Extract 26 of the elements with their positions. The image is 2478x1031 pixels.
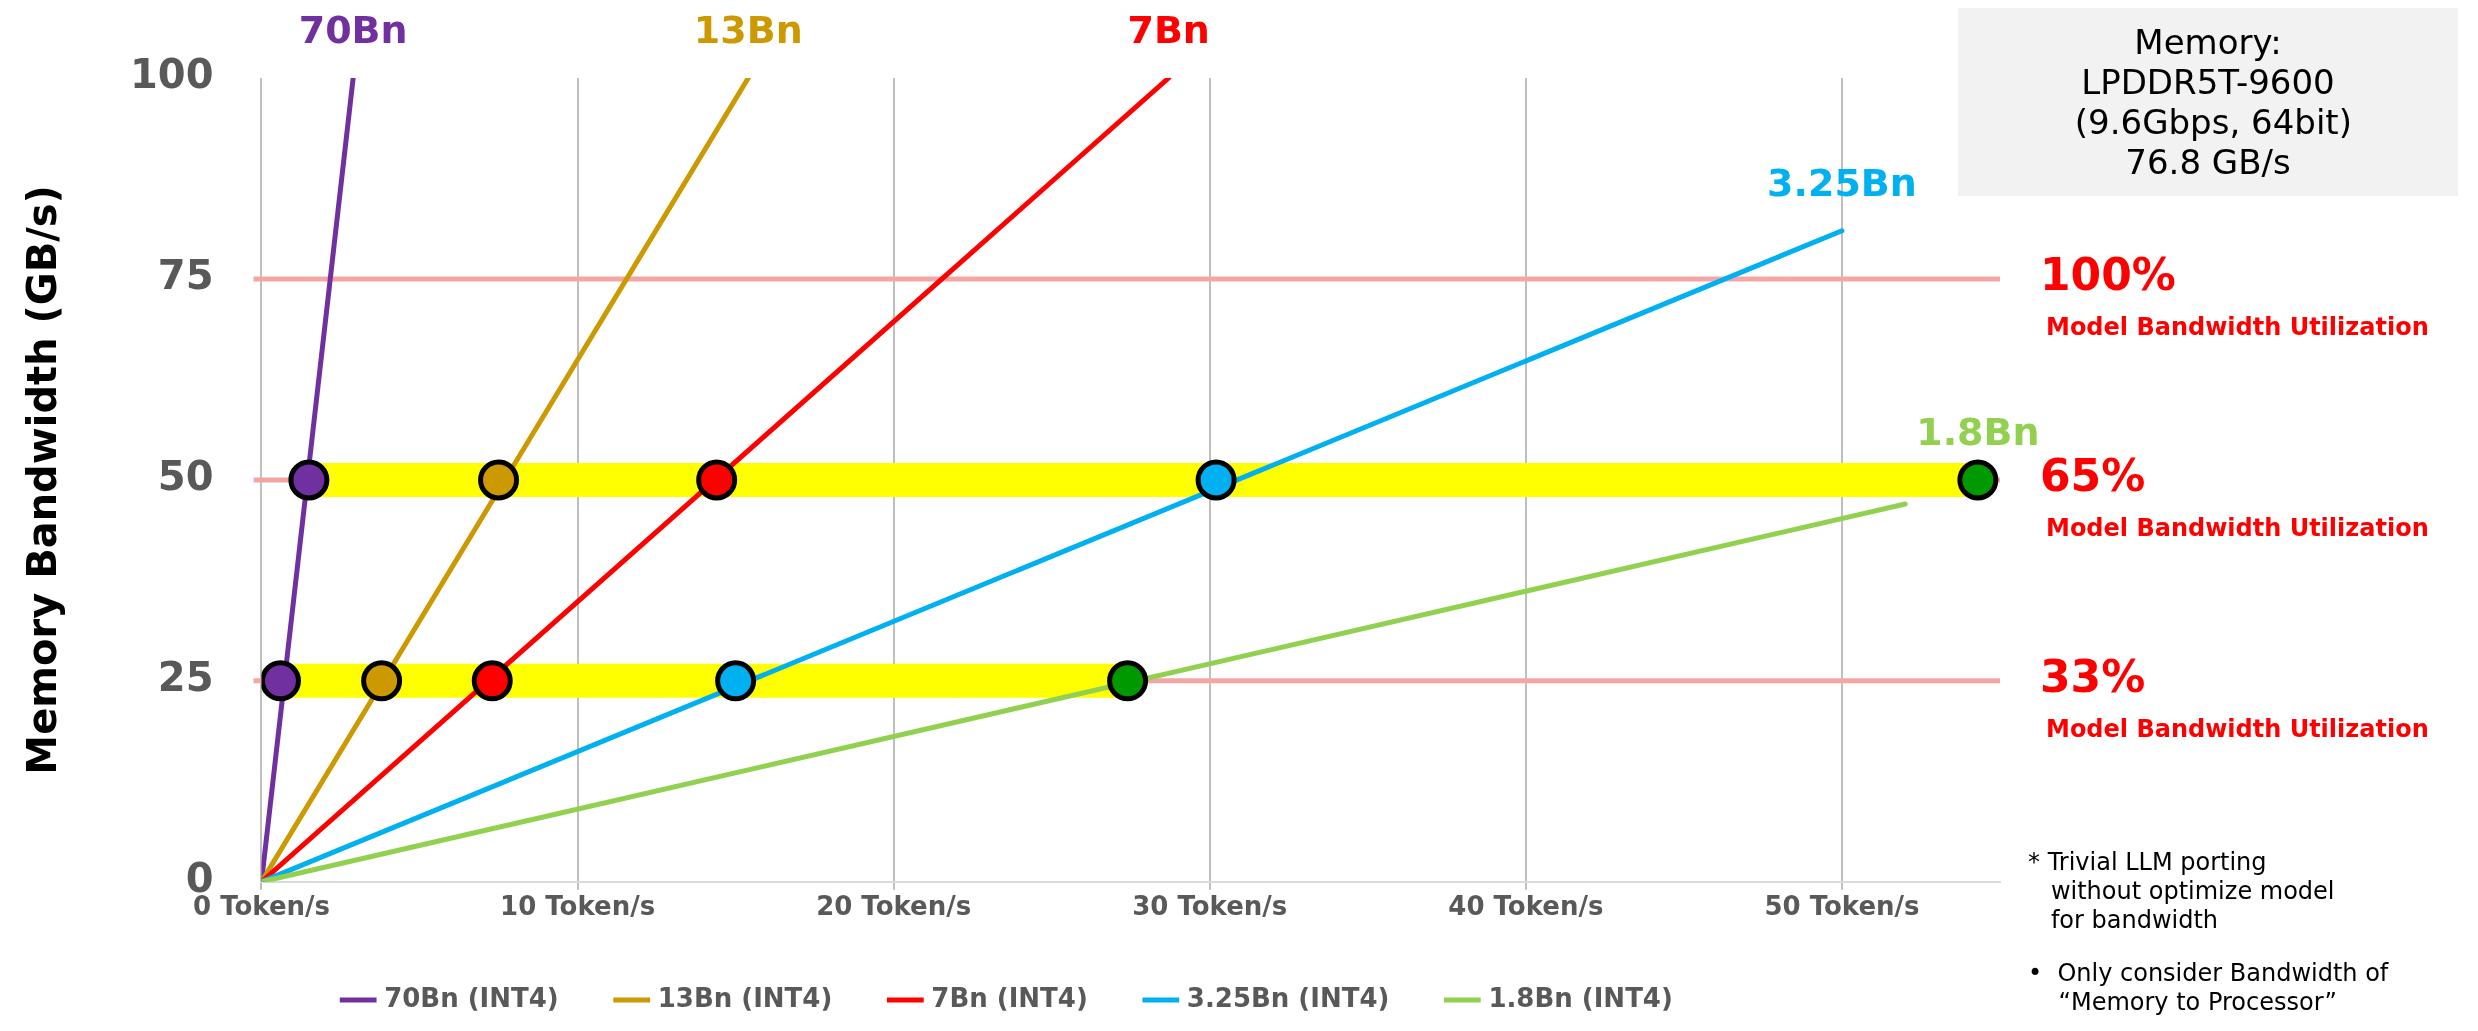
legend-label: 7Bn (INT4) [931, 982, 1088, 1013]
annotation: 1.8Bn [1916, 409, 2040, 454]
x-tick-label: 30 Token/s [1132, 891, 1288, 922]
y-axis-title: Memory Bandwidth (GB/s) [19, 185, 66, 775]
x-tick-label: 50 Token/s [1764, 891, 1920, 922]
ref-line-label: 100% Model Bandwidth Utilization [2040, 249, 2429, 342]
x-tick-label: 10 Token/s [500, 891, 656, 922]
annotation: 3.25Bn [1767, 160, 1917, 205]
y-tick-label: 50 [157, 453, 214, 500]
x-tick-label: 20 Token/s [816, 891, 972, 922]
x-tick-label: 40 Token/s [1448, 891, 1604, 922]
text: * Trivial LLM porting without optimize model for bandwidth [2028, 848, 2336, 935]
text: • Only consider Bandwidth of “Memory to Processor” [2028, 959, 2390, 1017]
annotation: 70Bn [298, 7, 408, 52]
y-tick-label: 75 [157, 252, 214, 299]
ref-line-label: 65% Model Bandwidth Utilization [2040, 450, 2429, 543]
annotation: 13Bn [693, 7, 803, 52]
annotation: 7Bn [1127, 7, 1210, 52]
legend-label: 1.8Bn (INT4) [1488, 982, 1673, 1013]
legend-label: 3.25Bn (INT4) [1186, 982, 1390, 1013]
y-tick-label: 100 [130, 51, 214, 98]
legend-label: 70Bn (INT4) [384, 982, 559, 1013]
ref-line-label: 33% Model Bandwidth Utilization [2040, 651, 2429, 744]
legend-label: 13Bn (INT4) [657, 982, 833, 1013]
y-tick-label: 25 [157, 654, 214, 701]
info-box: Memory: LPDDR5T-9600 (9.6Gbps, 64bit) 76.8 GB/s [1958, 8, 2458, 196]
